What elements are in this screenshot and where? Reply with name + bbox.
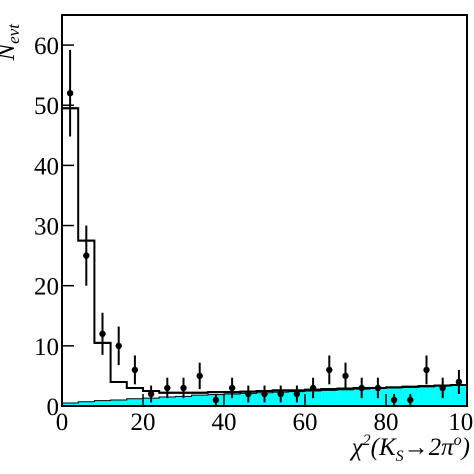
data-point xyxy=(423,366,430,374)
data-point xyxy=(196,372,203,380)
x-tick-label: 80 xyxy=(374,409,399,436)
data-point xyxy=(147,390,155,398)
background-bar xyxy=(175,396,192,406)
x-label-part: o xyxy=(454,432,462,449)
data-point xyxy=(455,378,463,386)
x-label-part: ) xyxy=(460,434,470,461)
data-point xyxy=(407,396,414,404)
y-tick-label: 10 xyxy=(34,334,59,361)
data-point xyxy=(358,384,365,392)
plot-frame xyxy=(61,14,468,407)
x-label-part: 2 xyxy=(363,432,371,449)
data-point xyxy=(228,384,236,392)
data-point xyxy=(83,252,90,259)
data-point xyxy=(309,384,317,392)
background-bar xyxy=(62,402,79,406)
data-point xyxy=(180,384,187,392)
background-bar xyxy=(224,393,241,406)
data-point xyxy=(115,342,122,350)
data-point xyxy=(245,390,252,398)
data-point xyxy=(277,390,284,398)
x-axis-label: χ2(KS→2πo) xyxy=(350,432,470,465)
data-point xyxy=(131,366,139,374)
y-tick-label: 0 xyxy=(47,394,60,421)
x-label-part: (K xyxy=(371,434,397,461)
y-tick-label: 50 xyxy=(34,93,59,120)
data-point xyxy=(164,384,171,392)
background-bar xyxy=(78,401,95,406)
y-tick-label: 60 xyxy=(34,33,59,60)
background-bar xyxy=(450,385,467,406)
y-tick-label: 30 xyxy=(34,214,59,241)
background-bar xyxy=(110,399,127,406)
y-label-part: N xyxy=(0,43,20,62)
data-point xyxy=(390,396,398,404)
background-bar xyxy=(159,396,176,406)
background-bar xyxy=(126,398,143,406)
histogram-outline xyxy=(61,107,467,406)
data-point xyxy=(439,384,446,392)
background-bar xyxy=(321,390,338,406)
y-label-part: evt xyxy=(4,23,23,44)
x-tick-label: 20 xyxy=(131,409,156,436)
y-tick-label: 20 xyxy=(34,274,59,301)
data-point xyxy=(261,390,268,398)
background-bar xyxy=(305,390,322,406)
x-tick-label: 40 xyxy=(212,409,237,436)
background-bar xyxy=(418,386,435,406)
x-tick-label: 100 xyxy=(448,409,474,436)
data-point xyxy=(66,90,74,97)
x-tick-label: 0 xyxy=(56,409,69,436)
x-label-part: →2π xyxy=(404,434,456,461)
x-tick-label: 60 xyxy=(293,409,318,436)
x-label-part: χ xyxy=(350,434,364,461)
data-point xyxy=(212,396,220,404)
y-axis-label: Nevt xyxy=(0,23,23,62)
data-point xyxy=(293,390,301,398)
y-tick-label: 40 xyxy=(34,153,59,180)
data-point xyxy=(374,384,382,392)
data-point xyxy=(342,372,349,380)
background-bar xyxy=(337,389,354,406)
background-bar xyxy=(94,400,111,406)
x-label-part: S xyxy=(396,448,404,465)
data-point xyxy=(99,330,106,338)
background-bar xyxy=(191,395,208,406)
data-point xyxy=(326,366,333,374)
